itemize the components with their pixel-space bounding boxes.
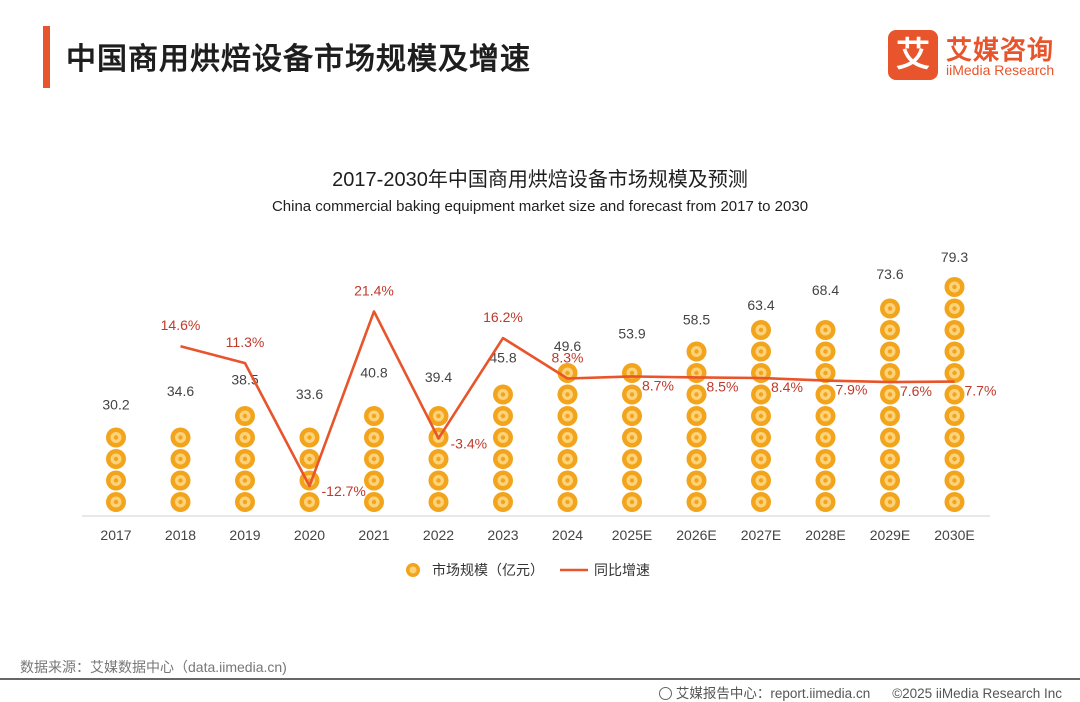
value-label-2024: 49.6 [554, 338, 581, 354]
value-label-2023: 45.8 [489, 350, 516, 366]
chart-title: 2017-2030年中国商用烘焙设备市场规模及预测 [332, 169, 748, 191]
growth-label-2029E: 7.6% [900, 383, 932, 399]
value-label-2020: 33.6 [296, 386, 323, 402]
growth-label-2020: -12.7% [322, 483, 366, 499]
logo-mark: 艾 [888, 30, 938, 80]
growth-label-2018: 14.6% [161, 317, 201, 333]
value-label-2026E: 58.5 [683, 312, 710, 328]
bar-2030E: 79.3 [941, 249, 968, 512]
x-tick-2026E: 2026E [676, 527, 716, 543]
value-label-2022: 39.4 [425, 369, 452, 385]
footer-right: 艾媒报告中心：report.iimedia.cn ©2025 iiMedia Re… [658, 682, 1062, 702]
legend-item-market-size: 市场规模（亿元） [406, 562, 544, 578]
title-accent-bar [43, 26, 50, 88]
bar-2022: 39.4 [425, 369, 452, 512]
bar-2029E: 73.6 [876, 266, 904, 512]
logo-cn-text: 艾媒咨询 [946, 35, 1055, 65]
bar-2024: 49.6 [554, 338, 581, 512]
growth-label-2022: -3.4% [451, 435, 488, 451]
x-tick-2024: 2024 [552, 527, 583, 543]
bar-2017: 30.2 [102, 396, 130, 512]
growth-label-2019: 11.3% [226, 334, 265, 350]
chart-subtitle: China commercial baking equipment market… [271, 198, 809, 215]
growth-label-2021: 21.4% [354, 282, 394, 298]
value-label-2029E: 73.6 [876, 266, 903, 282]
bar-2020: 33.6 [296, 386, 323, 512]
legend: 市场规模（亿元） 同比增速 [406, 562, 650, 578]
x-tick-2027E: 2027E [741, 527, 781, 543]
bar-2026E: 58.5 [683, 312, 710, 512]
x-tick-labels: 2017 2018 2019 2020 2021 2022 2023 2024 2025E 202… [100, 527, 974, 543]
legend-item-growth: 同比增速 [560, 562, 650, 578]
growth-label-2023: 16.2% [483, 309, 523, 325]
value-label-2027E: 63.4 [747, 297, 774, 313]
x-tick-2020: 2020 [294, 527, 325, 543]
legend-label-growth: 同比增速 [594, 562, 650, 578]
x-tick-2023: 2023 [487, 527, 518, 543]
x-tick-2029E: 2029E [870, 527, 910, 543]
legend-label-market-size: 市场规模（亿元） [432, 562, 544, 578]
data-source: 数据来源：艾媒数据中心（data.iimedia.cn) [20, 659, 287, 675]
growth-label-2030E: 7.7% [965, 383, 997, 399]
value-label-2018: 34.6 [167, 383, 194, 399]
x-tick-2019: 2019 [229, 527, 260, 543]
growth-label-2025E: 8.7% [642, 377, 674, 393]
growth-line [180, 310, 955, 488]
x-tick-2017: 2017 [100, 527, 131, 543]
value-label-2021: 40.8 [360, 365, 387, 381]
growth-label-2027E: 8.4% [771, 379, 803, 395]
bar-2023: 45.8 [489, 350, 517, 512]
report-site: 艾媒报告中心：report.iimedia.cn [675, 686, 871, 701]
bar-2021: 40.8 [360, 365, 388, 512]
x-tick-2028E: 2028E [805, 527, 845, 543]
value-label-2028E: 68.4 [812, 282, 839, 298]
growth-label-2024: 8.3% [552, 350, 584, 366]
x-tick-2022: 2022 [423, 527, 454, 543]
bars-layer: 30.2 34.6 38.5 33.6 40.8 39.4 45.8 49.6 53.9 58.5… [102, 249, 968, 512]
iimedia-logo: 艾 艾媒咨询 iiMedia Research [888, 26, 1060, 82]
page-title: 中国商用烘焙设备市场规模及增速 [66, 43, 531, 76]
bar-2025E: 53.9 [618, 325, 646, 512]
value-label-2030E: 79.3 [941, 249, 968, 265]
x-tick-2018: 2018 [165, 527, 196, 543]
x-tick-2021: 2021 [358, 527, 389, 543]
bar-2028E: 68.4 [812, 282, 839, 512]
growth-label-2028E: 7.9% [836, 382, 868, 398]
growth-label-2026E: 8.5% [707, 378, 739, 394]
bar-2019: 38.5 [231, 372, 259, 512]
chart-canvas: 30.2 34.6 38.5 33.6 40.8 39.4 45.8 49.6 53.9 58.5… [82, 249, 997, 578]
x-tick-2030E: 2030E [934, 527, 974, 543]
globe-icon [658, 687, 672, 700]
logo-en-text: iiMedia Research [946, 62, 1055, 78]
bar-2018: 34.6 [167, 383, 194, 512]
copyright: ©2025 iiMedia Research Inc [892, 686, 1062, 701]
value-label-2017: 30.2 [102, 396, 129, 412]
value-label-2025E: 53.9 [618, 325, 645, 341]
footer-divider [0, 678, 1080, 680]
growth-line-layer: 14.6% 11.3% -12.7% 21.4% -3.4% 16.2% 8.3% 8.7% 8… [161, 282, 997, 499]
x-tick-2025E: 2025E [612, 527, 652, 543]
bar-2027E: 63.4 [747, 297, 775, 512]
